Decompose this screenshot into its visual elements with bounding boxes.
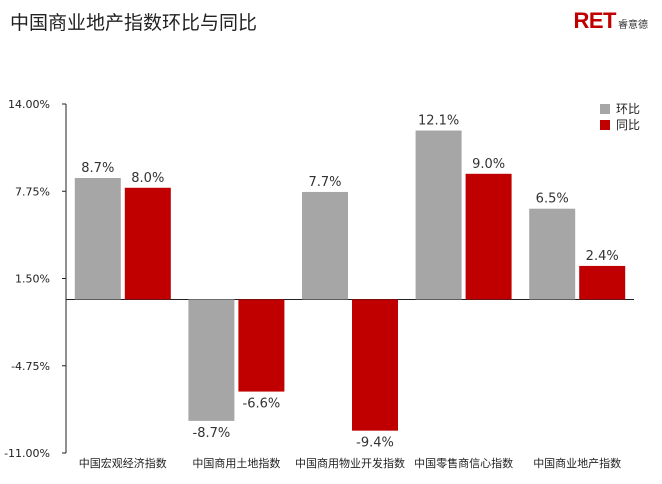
data-label: 12.1%	[418, 114, 459, 129]
bar-yoy	[579, 265, 626, 300]
bar-mom	[74, 177, 121, 300]
legend-label: 环比	[616, 102, 640, 116]
bar-yoy	[352, 299, 398, 431]
data-label: 6.5%	[536, 192, 569, 207]
bar-yoy	[238, 299, 285, 392]
bar-mom	[302, 191, 348, 300]
data-label: -9.4%	[356, 436, 394, 451]
data-label: 2.4%	[586, 249, 619, 264]
legend-label: 同比	[616, 118, 640, 132]
data-label: -8.7%	[193, 426, 231, 441]
data-label: -6.6%	[243, 397, 281, 412]
legend-swatch	[600, 120, 610, 130]
y-tick-label: -11.00%	[4, 447, 50, 460]
category-label: 中国宏观经济指数	[79, 456, 167, 470]
category-label: 中国零售商信心指数	[414, 456, 513, 470]
bar-mom	[415, 130, 462, 300]
brand-logo: RET 睿意德	[574, 8, 649, 34]
y-tick-label: 1.50%	[15, 273, 50, 286]
data-label: 8.7%	[81, 161, 114, 176]
page-title: 中国商业地产指数环比与同比	[10, 12, 258, 34]
category-label: 中国商业地产指数	[533, 456, 621, 470]
category-label: 中国商用土地指数	[192, 456, 280, 470]
y-tick-label: -4.75%	[11, 360, 50, 373]
bar-yoy	[465, 173, 512, 300]
data-label: 8.0%	[131, 171, 164, 186]
legend-swatch	[600, 104, 610, 114]
category-label: 中国商用物业开发指数	[295, 456, 405, 470]
bar-yoy	[124, 187, 171, 300]
bar-mom	[188, 299, 235, 421]
data-label: 7.7%	[308, 175, 341, 190]
logo-subtitle: 睿意德	[618, 20, 648, 31]
y-tick-label: 7.75%	[15, 185, 50, 198]
bar-mom	[529, 208, 576, 300]
data-label: 9.0%	[472, 157, 505, 172]
logo-mark: RET	[573, 8, 617, 33]
y-tick-label: 14.00%	[8, 98, 50, 111]
